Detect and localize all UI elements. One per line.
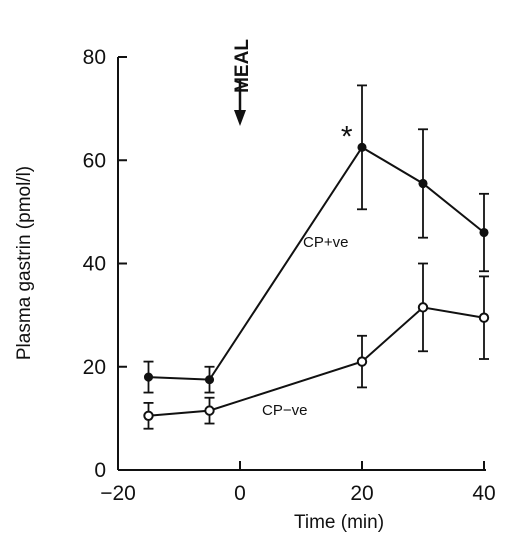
data-point (356, 356, 368, 367)
data-point (143, 372, 154, 382)
y-tick-label: 40 (83, 253, 106, 276)
meal-arrow-head (234, 110, 246, 126)
series-cp-pos (143, 84, 489, 394)
meal-annotation: MEAL (232, 39, 253, 126)
series-cp-neg (143, 262, 490, 430)
y-axis-title: Plasma gastrin (pmol/l) (14, 166, 35, 360)
significance-asterisk: * (341, 121, 353, 154)
data-point (204, 405, 215, 416)
series-label-cp-pos: CP+ve (303, 234, 348, 251)
meal-label: MEAL (232, 39, 253, 93)
x-tick-label: 20 (350, 482, 373, 505)
series-label-cp-neg: CP−ve (262, 402, 307, 419)
data-point (418, 178, 428, 189)
y-ticks: 0 20 40 60 80 (83, 46, 127, 482)
data-point (357, 142, 367, 152)
x-tick-label: 0 (234, 482, 246, 505)
y-tick-label: 60 (83, 149, 106, 172)
series-layer (143, 84, 490, 430)
series-line (148, 306, 485, 417)
x-axis-title: Time (min) (294, 512, 384, 533)
y-tick-label: 80 (83, 46, 106, 69)
data-point (204, 375, 215, 385)
series-line (148, 145, 485, 381)
y-tick-label: 0 (94, 459, 106, 482)
data-point (143, 410, 154, 421)
x-tick-label: −20 (100, 482, 136, 505)
data-point (479, 227, 489, 238)
x-tick-label: 40 (472, 482, 495, 505)
y-tick-label: 20 (83, 356, 106, 379)
data-point (417, 302, 429, 313)
data-point (478, 312, 490, 323)
x-ticks: −20 0 20 40 (100, 461, 496, 505)
